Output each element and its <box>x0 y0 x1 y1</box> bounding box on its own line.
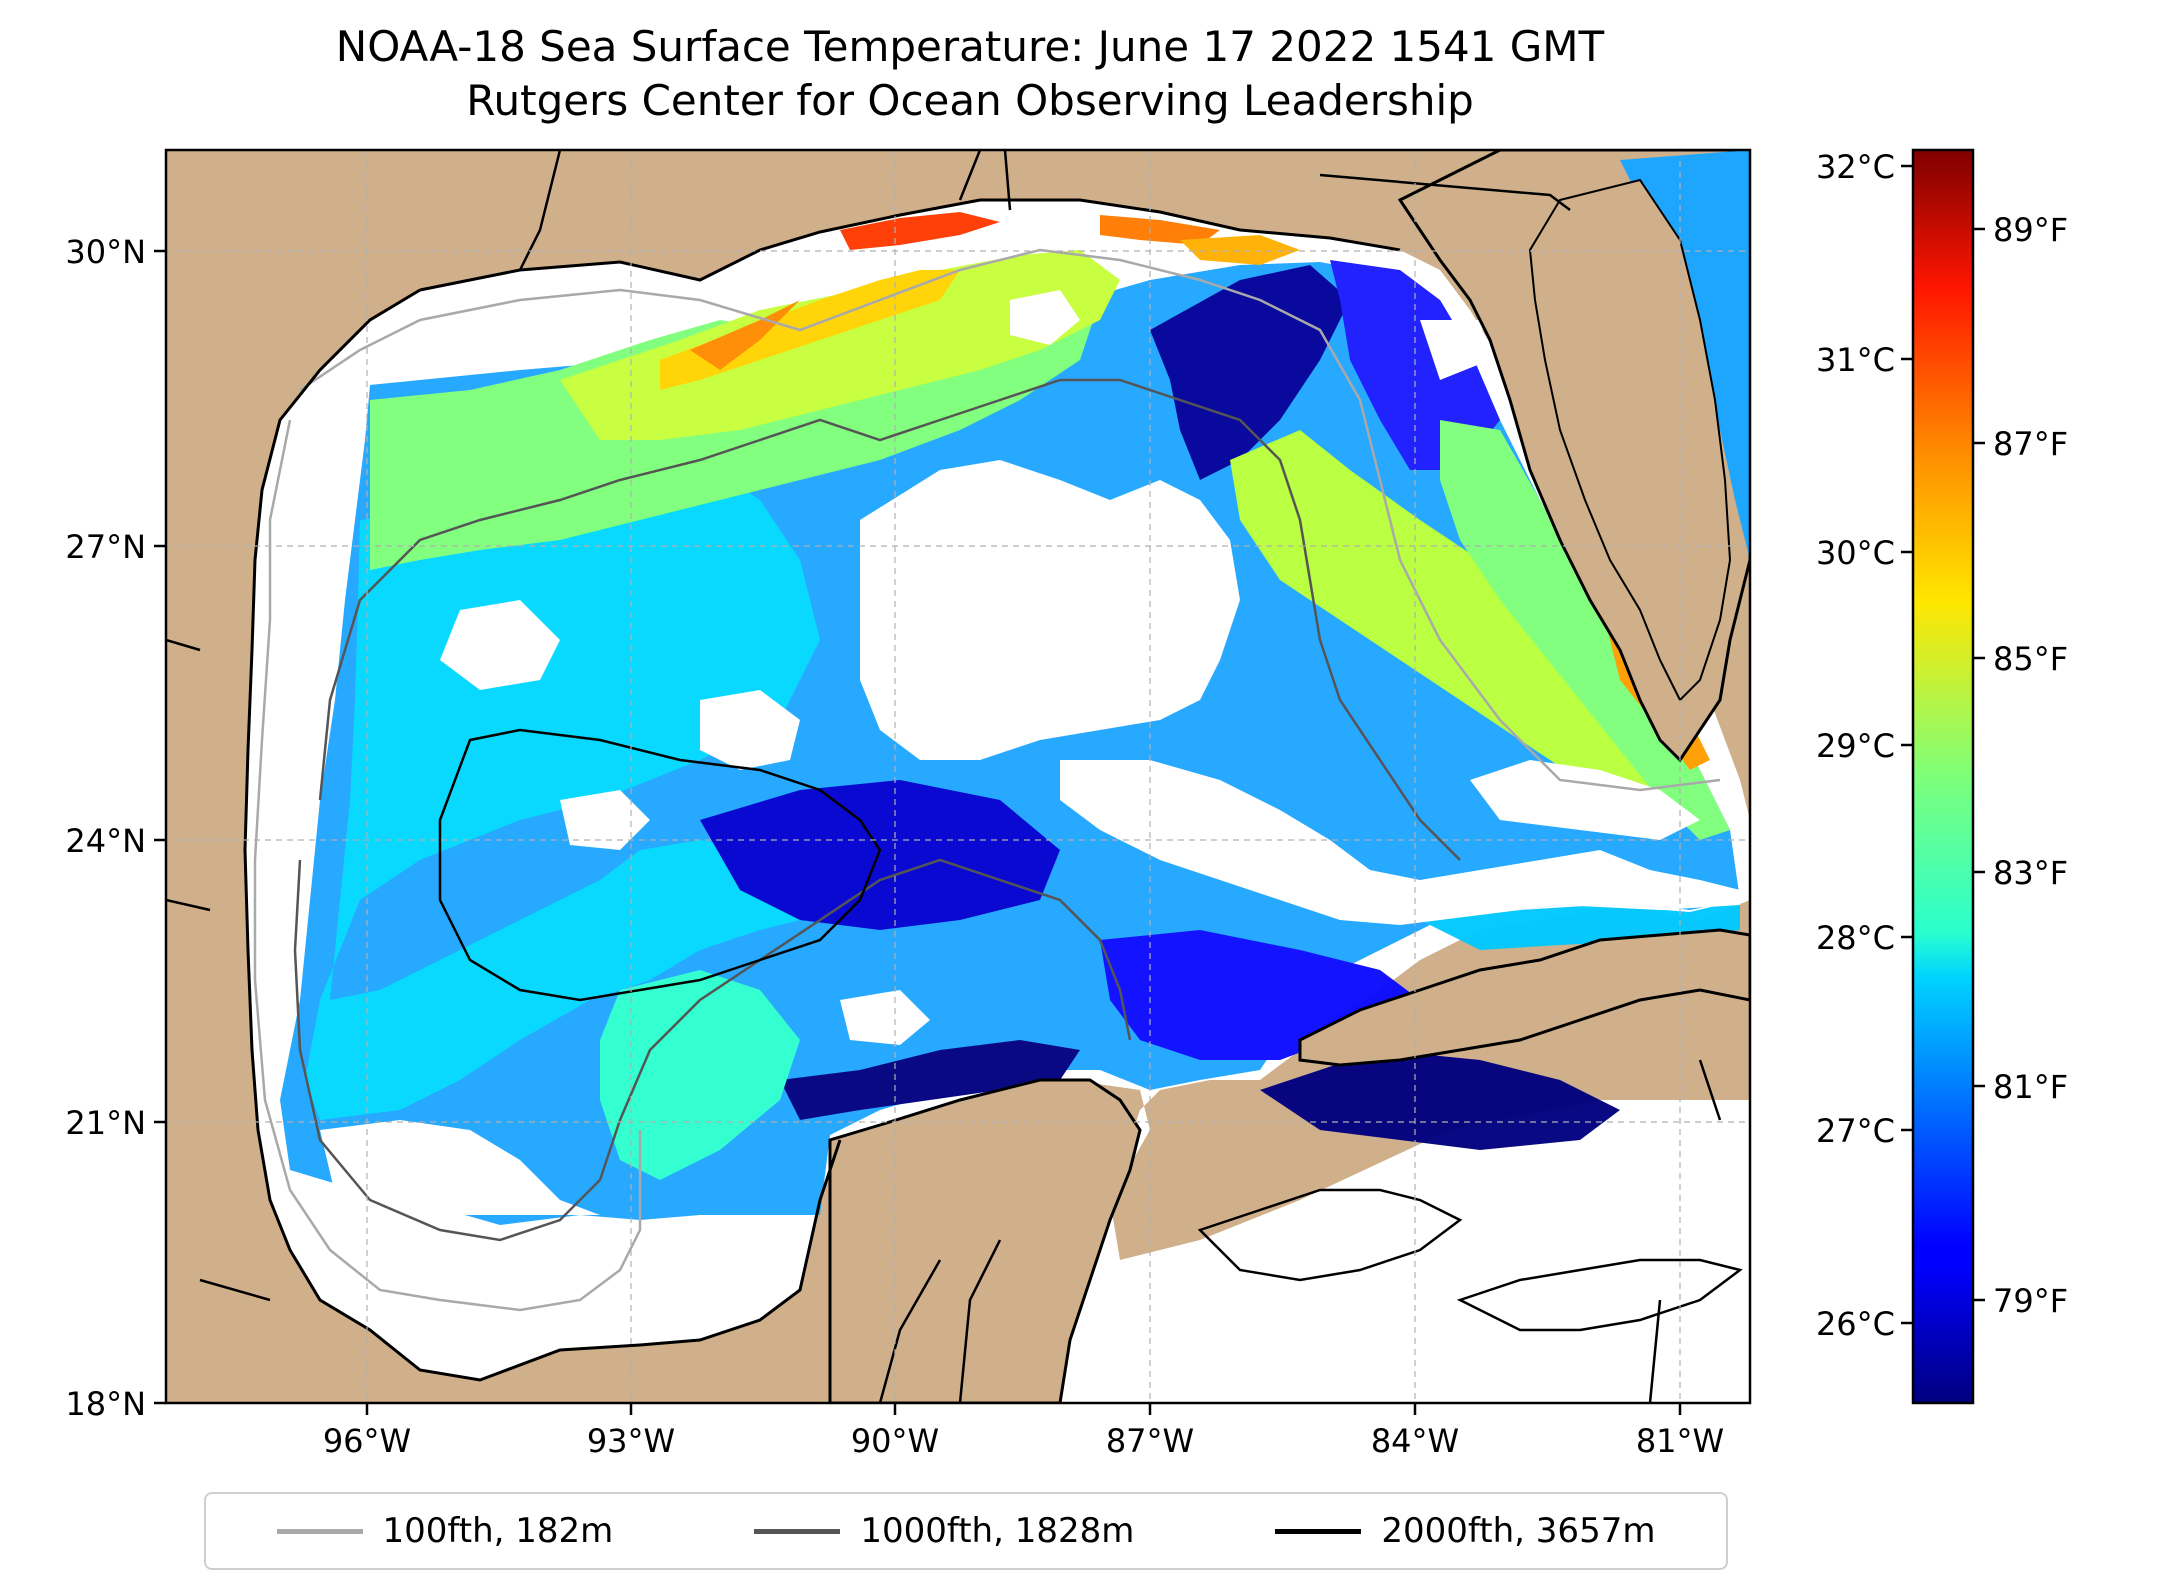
colorbar-celsius-labels: 32°C 31°C 30°C 29°C 28°C 27°C 26°C <box>1816 148 1895 1343</box>
fahrenheit-label: 87°F <box>1993 425 2068 463</box>
lat-label: 18°N <box>65 1385 146 1423</box>
lon-label: 81°W <box>1636 1422 1724 1460</box>
fahrenheit-label: 81°F <box>1993 1068 2068 1106</box>
legend-label-1000fth: 1000fth, 1828m <box>860 1511 1135 1551</box>
colorbar-celsius-ticks <box>1901 164 1913 1325</box>
lat-label: 27°N <box>65 528 146 566</box>
florida-east-sst <box>1620 150 1750 560</box>
contour-1000fth <box>293 378 1461 1242</box>
colorbar-fahrenheit-ticks <box>1973 227 1985 1302</box>
legend-line-1000fth <box>754 1528 841 1534</box>
legend-item-100fth: 100fth, 182m <box>276 1511 614 1551</box>
contour-100fth <box>253 248 1721 1312</box>
map-area <box>166 150 1750 1403</box>
lat-label: 30°N <box>65 233 146 271</box>
map-subtitle: Rutgers Center for Ocean Observing Leade… <box>466 76 1474 125</box>
cuba-land <box>1298 928 1750 1067</box>
cloud-mask <box>320 180 1740 1215</box>
coastline <box>243 198 1401 1382</box>
map-frame <box>164 148 1752 1405</box>
contour-2000fth <box>438 728 1743 1332</box>
colorbar-fahrenheit-labels: 89°F 87°F 85°F 83°F 81°F 79°F <box>1993 211 2068 1320</box>
legend-label-2000fth: 2000fth, 3657m <box>1381 1511 1656 1551</box>
lon-label: 87°W <box>1106 1422 1194 1460</box>
celsius-label: 31°C <box>1816 341 1895 379</box>
lat-label: 21°N <box>65 1104 146 1142</box>
lat-label: 24°N <box>65 822 146 860</box>
celsius-label: 27°C <box>1816 1112 1895 1150</box>
yucatan-land <box>828 1078 1142 1403</box>
graticule <box>166 150 1750 1403</box>
legend-item-1000fth: 1000fth, 1828m <box>754 1511 1134 1551</box>
celsius-label: 26°C <box>1816 1305 1895 1343</box>
sst-field <box>280 212 1740 1225</box>
legend-line-100fth <box>276 1528 363 1534</box>
lon-label: 90°W <box>851 1422 939 1460</box>
legend-line-2000fth <box>1275 1528 1362 1534</box>
axis-ticks <box>154 249 1682 1415</box>
lon-label: 96°W <box>323 1422 411 1460</box>
lat-labels: 30°N 27°N 24°N 21°N 18°N <box>65 233 146 1423</box>
lon-labels: 96°W 93°W 90°W 87°W 84°W 81°W <box>323 1422 1724 1460</box>
celsius-label: 29°C <box>1816 727 1895 765</box>
fahrenheit-label: 83°F <box>1993 854 2068 892</box>
lon-label: 84°W <box>1371 1422 1459 1460</box>
fahrenheit-label: 85°F <box>1993 640 2068 678</box>
colorbar <box>1911 148 1975 1405</box>
lon-label: 93°W <box>587 1422 675 1460</box>
celsius-label: 28°C <box>1816 919 1895 957</box>
legend-item-2000fth: 2000fth, 3657m <box>1275 1511 1655 1551</box>
legend-label-100fth: 100fth, 182m <box>382 1511 614 1551</box>
fahrenheit-label: 89°F <box>1993 211 2068 249</box>
map-title: NOAA-18 Sea Surface Temperature: June 17… <box>335 22 1605 71</box>
celsius-label: 30°C <box>1816 534 1895 572</box>
celsius-label: 32°C <box>1816 148 1895 186</box>
contour-legend: 100fth, 182m 1000fth, 1828m 2000fth, 365… <box>204 1492 1728 1570</box>
fahrenheit-label: 79°F <box>1993 1282 2068 1320</box>
state-borders <box>166 150 1722 1403</box>
